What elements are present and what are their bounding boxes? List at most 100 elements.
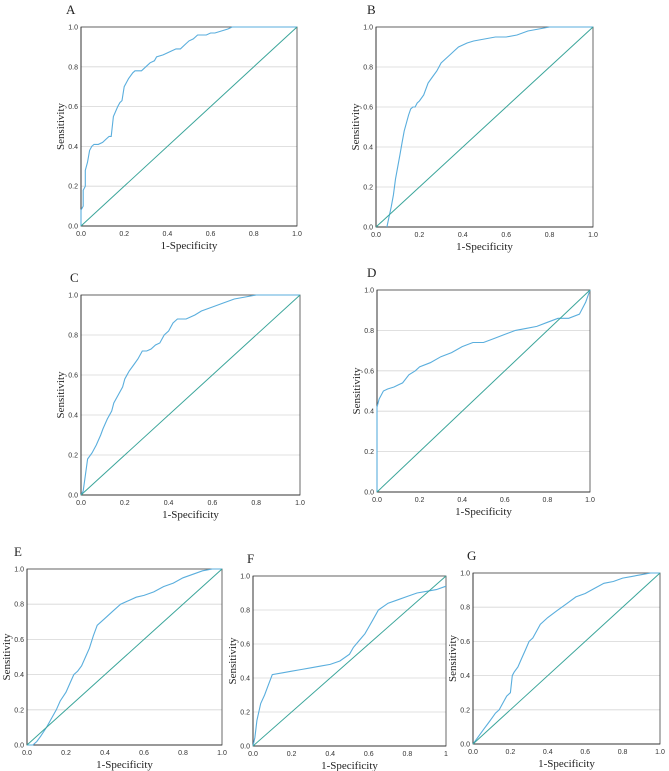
x-tick-label: 0.6 — [580, 749, 590, 756]
y-tick-label: 0.8 — [460, 605, 470, 612]
y-tick-label: 0.0 — [68, 493, 78, 500]
y-tick-label: 0.2 — [68, 453, 78, 460]
panel-b: 0.0 0.2 0.4 0.6 0.8 1.0 0.0 0.2 0.4 0.6 0.8 1.0 B 1-S… — [350, 2, 598, 253]
y-tick-label: 0.2 — [364, 449, 374, 456]
reference-line — [376, 289, 591, 493]
y-tick-label: 0.6 — [68, 104, 78, 111]
roc-curve — [376, 289, 591, 492]
x-tick-label: 0.6 — [139, 750, 149, 757]
y-tick-label: 0.6 — [14, 637, 24, 644]
y-tick-label: 0.8 — [68, 333, 78, 340]
y-tick-label: 0.4 — [68, 144, 78, 151]
x-tick-label: 0.6 — [364, 751, 374, 758]
x-tick-label: 0.8 — [251, 500, 261, 507]
reference-line — [252, 575, 447, 747]
y-tick-label: 0.0 — [68, 224, 78, 231]
x-tick-label: 0.8 — [545, 232, 555, 239]
panel-d: 0.0 0.2 0.4 0.6 0.8 1.0 0.0 0.2 0.4 0.6 0.8 1.0 D 1-S… — [351, 265, 595, 518]
x-tick-label: 0.6 — [208, 500, 218, 507]
y-tick-label: 0.0 — [364, 490, 374, 497]
roc-curve — [80, 294, 300, 496]
y-tick-label: 0.6 — [460, 639, 470, 646]
reference-line — [80, 294, 301, 496]
y-tick-label: 0.6 — [240, 642, 250, 649]
x-tick-label: 1.0 — [217, 750, 227, 757]
x-tick-label: 1.0 — [295, 500, 305, 507]
x-tick-label: 0.8 — [178, 750, 188, 757]
x-tick-label: 0.4 — [458, 232, 468, 239]
y-tick-label: 0.8 — [363, 65, 373, 72]
y-tick-label: 0.8 — [364, 328, 374, 335]
reference-line — [26, 568, 223, 746]
x-axis-title: 1-Specificity — [456, 241, 513, 253]
x-tick-label: 1 — [444, 751, 448, 758]
x-tick-label: 0.0 — [76, 500, 86, 507]
x-tick-label: 0.0 — [468, 749, 478, 756]
x-tick-label: 0.8 — [543, 497, 553, 504]
y-tick-label: 0.0 — [240, 744, 250, 751]
x-axis-title: 1-Specificity — [161, 240, 218, 252]
x-tick-label: 0.2 — [415, 232, 425, 239]
y-tick-label: 1.0 — [364, 288, 374, 295]
y-tick-label: 0.6 — [363, 105, 373, 112]
roc-curve — [252, 585, 447, 747]
y-axis-title: Sensitivity — [350, 103, 362, 151]
y-axis-title: Sensitivity — [447, 634, 459, 682]
y-axis-title: Sensitivity — [227, 637, 239, 685]
roc-curve — [386, 26, 593, 228]
x-tick-label: 0.2 — [120, 500, 130, 507]
y-tick-label: 0.4 — [14, 672, 24, 679]
x-tick-label: 0.0 — [371, 232, 381, 239]
y-tick-label: 1.0 — [68, 293, 78, 300]
y-tick-label: 0.0 — [460, 742, 470, 749]
x-tick-label: 0.2 — [61, 750, 71, 757]
y-axis-title: Sensitivity — [55, 371, 67, 419]
panel-label: C — [70, 270, 79, 285]
x-tick-label: 0.6 — [206, 231, 216, 238]
roc-curve — [27, 568, 222, 746]
roc-curve — [472, 572, 660, 745]
y-tick-label: 1.0 — [14, 567, 24, 574]
y-tick-label: 0.4 — [460, 673, 470, 680]
panel-c: 0.0 0.2 0.4 0.6 0.8 1.0 0.0 0.2 0.4 0.6 0.8 1.0 C 1-S… — [55, 270, 305, 521]
x-tick-label: 0.0 — [372, 497, 382, 504]
panel-e: 0.0 0.2 0.4 0.6 0.8 1.0 0.0 0.2 0.4 0.6 0.8 1.0 E 1-S… — [1, 544, 227, 771]
x-tick-label: 0.0 — [76, 231, 86, 238]
y-axis-title: Sensitivity — [1, 633, 13, 681]
x-tick-label: 1.0 — [585, 497, 595, 504]
x-tick-label: 0.8 — [403, 751, 413, 758]
x-tick-label: 0.4 — [543, 749, 553, 756]
x-tick-label: 0.2 — [415, 497, 425, 504]
y-tick-label: 0.2 — [240, 710, 250, 717]
panel-label: F — [247, 551, 254, 566]
x-tick-label: 1.0 — [655, 749, 665, 756]
y-tick-label: 0.4 — [240, 676, 250, 683]
y-tick-label: 1.0 — [460, 571, 470, 578]
panel-g: 0.0 0.2 0.4 0.6 0.8 1.0 0.0 0.2 0.4 0.6 0.8 1.0 G 1-S… — [447, 548, 665, 770]
x-tick-label: 0.4 — [100, 750, 110, 757]
x-tick-label: 0.0 — [248, 751, 258, 758]
x-tick-label: 0.4 — [457, 497, 467, 504]
x-tick-label: 0.6 — [500, 497, 510, 504]
x-axis-title: 1-Specificity — [455, 506, 512, 518]
x-tick-label: 0.4 — [325, 751, 335, 758]
x-tick-label: 0.2 — [119, 231, 129, 238]
y-tick-label: 0.2 — [68, 184, 78, 191]
reference-line — [472, 572, 661, 745]
y-tick-label: 0.2 — [363, 185, 373, 192]
reference-line — [80, 26, 298, 227]
x-tick-label: 0.4 — [164, 500, 174, 507]
roc-curve — [80, 26, 297, 226]
y-tick-label: 0.6 — [68, 373, 78, 380]
panel-label: E — [14, 544, 22, 559]
y-tick-label: 0.4 — [364, 409, 374, 416]
panel-f: 0.0 0.2 0.4 0.6 0.8 1.0 0.0 0.2 0.4 0.6 0.8 1 F 1-Spe… — [227, 551, 448, 771]
x-tick-label: 0.6 — [501, 232, 511, 239]
y-tick-label: 0.8 — [240, 608, 250, 615]
x-tick-label: 1.0 — [292, 231, 302, 238]
y-axis-title: Sensitivity — [351, 367, 363, 415]
x-axis-title: 1-Specificity — [538, 758, 595, 770]
y-tick-label: 0.6 — [364, 368, 374, 375]
reference-line — [375, 26, 594, 228]
